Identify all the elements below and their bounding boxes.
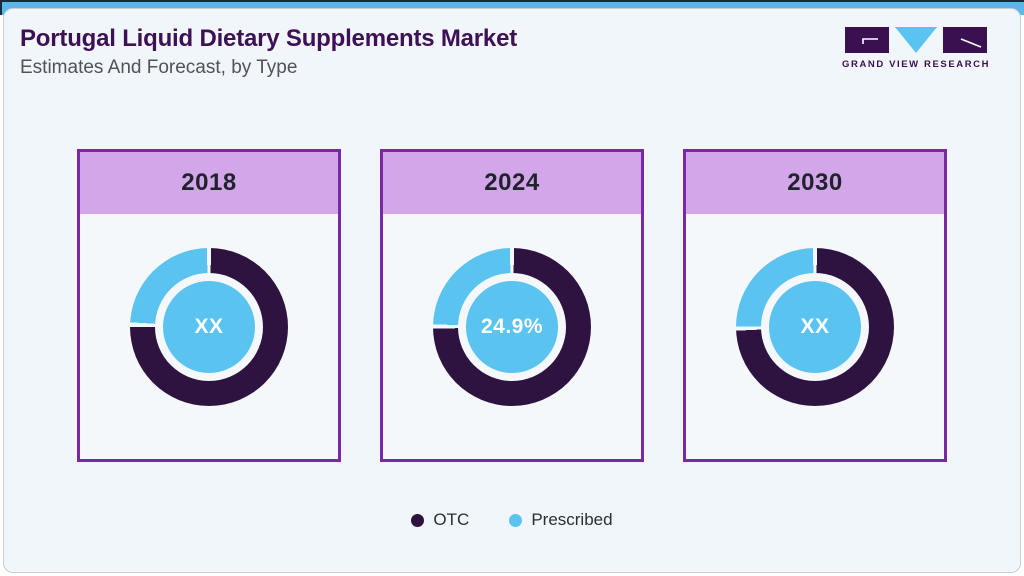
- legend-label: OTC: [433, 510, 470, 529]
- year-card-2024: 2024 24.9%: [380, 149, 644, 462]
- donut-center-label-2024: 24.9%: [466, 281, 558, 373]
- donut-center-label-2030: XX: [769, 281, 861, 373]
- donut-chart-2018: XX: [130, 248, 288, 406]
- year-card-header: 2018: [80, 152, 338, 214]
- center-value: XX: [800, 315, 830, 338]
- header: Portugal Liquid Dietary Supplements Mark…: [20, 25, 517, 79]
- chart-legend: OTC Prescribed: [4, 510, 1020, 530]
- donut-cards-row: 2018 XX 2024: [77, 149, 947, 462]
- legend-item-prescribed: Prescribed: [509, 510, 613, 530]
- otc-color-dot-icon: [411, 513, 425, 527]
- page-subtitle: Estimates And Forecast, by Type: [20, 57, 298, 78]
- year-card-body: XX: [686, 214, 944, 459]
- legend-label: Prescribed: [531, 510, 613, 529]
- donut-chart-2024: 24.9%: [433, 248, 591, 406]
- page-title: Portugal Liquid Dietary Supplements Mark…: [20, 25, 518, 52]
- center-value: XX: [194, 315, 224, 338]
- year-card-2030: 2030 XX: [683, 149, 947, 462]
- year-card-2018: 2018 XX: [77, 149, 341, 462]
- logo-text: GRAND VIEW RESEARCH: [842, 59, 991, 70]
- year-card-body: XX: [80, 214, 338, 459]
- year-card-header: 2024: [383, 152, 641, 214]
- year-card-header: 2030: [686, 152, 944, 214]
- year-label: 2030: [787, 169, 843, 196]
- gvr-logo-icon: [845, 27, 987, 53]
- donut-center-label-2018: XX: [163, 281, 255, 373]
- year-card-body: 24.9%: [383, 214, 641, 459]
- year-label: 2018: [181, 169, 237, 196]
- grand-view-research-logo: GRAND VIEW RESEARCH: [842, 27, 990, 70]
- year-label: 2024: [484, 169, 540, 196]
- center-value: 24.9%: [480, 315, 544, 338]
- donut-chart-2030: XX: [736, 248, 894, 406]
- content-panel: Portugal Liquid Dietary Supplements Mark…: [3, 8, 1021, 573]
- prescribed-color-dot-icon: [509, 513, 523, 527]
- legend-item-otc: OTC: [411, 510, 469, 530]
